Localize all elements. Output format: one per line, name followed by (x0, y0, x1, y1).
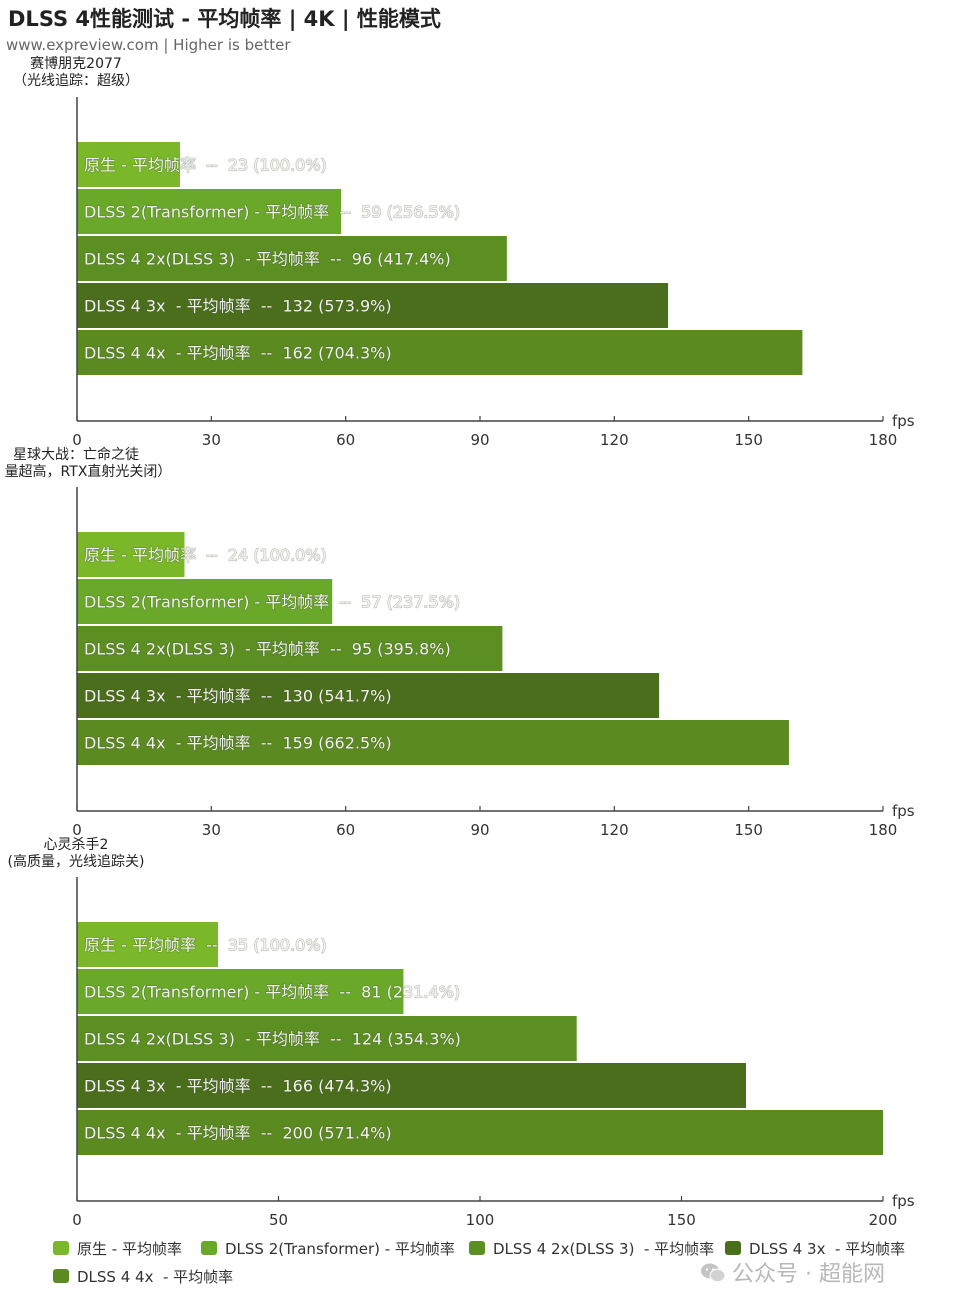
game-title-line: （光线追踪：超级） (13, 73, 139, 89)
bar (77, 969, 404, 1014)
x-tick-label: 180 (869, 431, 898, 449)
x-tick-label: 120 (600, 821, 629, 839)
legend-swatch (201, 1241, 217, 1255)
game-title-line: 赛博朋克2077 (30, 55, 122, 72)
x-tick-label: 200 (869, 1211, 898, 1229)
bar-label: DLSS 2(Transformer) - 平均帧率 -- 59 (256.5%… (84, 203, 460, 222)
bar-label: 原生 - 平均帧率 -- 35 (100.0%) (84, 936, 327, 955)
chart-title: DLSS 4性能测试 - 平均帧率 | 4K | 性能模式 (8, 7, 441, 31)
x-axis-unit: fps (892, 802, 915, 820)
x-tick-label: 100 (466, 1211, 495, 1229)
bar (77, 579, 333, 624)
legend-label: 原生 - 平均帧率 (77, 1240, 182, 1258)
bar (77, 1016, 577, 1061)
game-title-line: 星球大战：亡命之徒 (13, 446, 139, 463)
x-axis-unit: fps (892, 412, 915, 430)
x-tick-label: 120 (600, 431, 629, 449)
x-tick-label: 50 (269, 1211, 288, 1229)
x-tick-label: 150 (734, 821, 763, 839)
legend-label: DLSS 4 3x - 平均帧率 (749, 1240, 905, 1258)
chart-subtitle: www.expreview.com | Higher is better (6, 36, 291, 54)
legend-label: DLSS 4 2x(DLSS 3) - 平均帧率 (493, 1240, 714, 1258)
x-tick-label: 60 (336, 821, 355, 839)
bar (77, 330, 803, 375)
game-title-line: 量超高，RTX直射光关闭） (5, 463, 172, 480)
legend-swatch (53, 1241, 69, 1255)
legend-swatch (469, 1241, 485, 1255)
x-tick-label: 150 (667, 1211, 696, 1229)
bar (77, 1110, 883, 1155)
bar (77, 922, 219, 967)
legend-label: DLSS 4 4x - 平均帧率 (77, 1268, 233, 1286)
bar (77, 532, 185, 577)
x-tick-label: 0 (72, 821, 82, 839)
x-tick-label: 90 (470, 821, 489, 839)
bar (77, 720, 789, 765)
bar-label: 原生 - 平均帧率 -- 24 (100.0%) (84, 546, 327, 565)
bar-label: DLSS 2(Transformer) - 平均帧率 -- 81 (231.4%… (84, 983, 460, 1002)
x-tick-label: 0 (72, 431, 82, 449)
legend-swatch (725, 1241, 741, 1255)
watermark-text: 公众号 · 超能网 (732, 1262, 885, 1287)
x-axis-unit: fps (892, 1192, 915, 1210)
x-tick-label: 0 (72, 1211, 82, 1229)
bar-label: DLSS 4 4x - 平均帧率 -- 162 (704.3%) (84, 344, 392, 363)
bar-label: DLSS 4 3x - 平均帧率 -- 166 (474.3%) (84, 1077, 392, 1096)
game-title-line: 心灵杀手2 (44, 837, 109, 853)
bar-label: DLSS 4 4x - 平均帧率 -- 200 (571.4%) (84, 1124, 392, 1143)
bar-label: DLSS 4 2x(DLSS 3) - 平均帧率 -- 95 (395.8%) (84, 640, 451, 659)
bar (77, 673, 660, 718)
bar (77, 283, 669, 328)
x-tick-label: 30 (202, 821, 221, 839)
bar (77, 236, 507, 281)
bar-label: 原生 - 平均帧率 -- 23 (100.0%) (84, 156, 327, 175)
x-tick-label: 150 (734, 431, 763, 449)
bar (77, 626, 503, 671)
legend-swatch (53, 1269, 69, 1283)
legend-label: DLSS 2(Transformer) - 平均帧率 (225, 1240, 455, 1258)
bar-label: DLSS 4 2x(DLSS 3) - 平均帧率 -- 124 (354.3%) (84, 1030, 461, 1049)
x-tick-label: 90 (470, 431, 489, 449)
game-title-line: (高质量，光线追踪关) (8, 853, 145, 870)
x-tick-label: 30 (202, 431, 221, 449)
wechat-icon (700, 1262, 726, 1284)
bar (77, 1063, 746, 1108)
bar-label: DLSS 4 3x - 平均帧率 -- 132 (573.9%) (84, 297, 392, 316)
x-tick-label: 60 (336, 431, 355, 449)
x-tick-label: 180 (869, 821, 898, 839)
bar-label: DLSS 4 2x(DLSS 3) - 平均帧率 -- 96 (417.4%) (84, 250, 451, 269)
bar-label: DLSS 4 3x - 平均帧率 -- 130 (541.7%) (84, 687, 392, 706)
bar (77, 142, 180, 187)
watermark: 公众号 · 超能网 (700, 1256, 885, 1288)
bar-label: DLSS 4 4x - 平均帧率 -- 159 (662.5%) (84, 734, 392, 753)
bar-label: DLSS 2(Transformer) - 平均帧率 -- 57 (237.5%… (84, 593, 460, 612)
bar (77, 189, 342, 234)
